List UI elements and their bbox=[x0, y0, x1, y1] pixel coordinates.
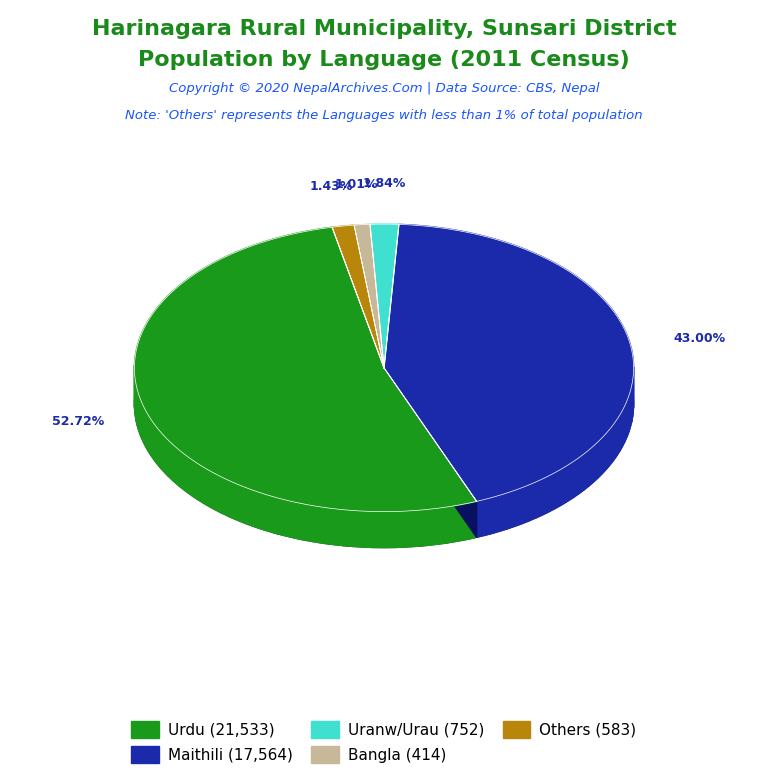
Polygon shape bbox=[238, 485, 247, 524]
Polygon shape bbox=[515, 488, 522, 526]
Polygon shape bbox=[594, 442, 598, 482]
Polygon shape bbox=[247, 488, 255, 527]
Polygon shape bbox=[542, 475, 549, 515]
Polygon shape bbox=[186, 455, 192, 495]
Polygon shape bbox=[549, 472, 555, 511]
Polygon shape bbox=[447, 505, 457, 543]
Polygon shape bbox=[139, 395, 141, 437]
Polygon shape bbox=[610, 425, 614, 465]
Polygon shape bbox=[333, 508, 343, 545]
Polygon shape bbox=[179, 450, 186, 491]
Polygon shape bbox=[529, 482, 536, 521]
Polygon shape bbox=[589, 446, 594, 486]
Polygon shape bbox=[492, 495, 500, 533]
Text: Population by Language (2011 Census): Population by Language (2011 Census) bbox=[138, 50, 630, 70]
Polygon shape bbox=[568, 462, 573, 502]
Polygon shape bbox=[174, 445, 179, 486]
Polygon shape bbox=[273, 497, 283, 535]
Polygon shape bbox=[561, 465, 568, 505]
Polygon shape bbox=[163, 435, 168, 476]
Polygon shape bbox=[406, 511, 416, 547]
Polygon shape bbox=[614, 420, 617, 460]
Polygon shape bbox=[293, 502, 303, 540]
Polygon shape bbox=[617, 415, 620, 455]
Polygon shape bbox=[374, 511, 385, 548]
Polygon shape bbox=[364, 511, 374, 548]
Polygon shape bbox=[416, 509, 426, 546]
Polygon shape bbox=[622, 406, 624, 446]
Polygon shape bbox=[199, 465, 206, 505]
Polygon shape bbox=[602, 433, 606, 474]
Polygon shape bbox=[158, 429, 163, 471]
Text: 1.01%: 1.01% bbox=[334, 178, 378, 191]
Polygon shape bbox=[313, 505, 323, 543]
Polygon shape bbox=[144, 407, 147, 449]
Polygon shape bbox=[384, 368, 477, 538]
Ellipse shape bbox=[134, 260, 634, 548]
Polygon shape bbox=[137, 389, 139, 431]
Polygon shape bbox=[384, 224, 634, 502]
Polygon shape bbox=[384, 368, 477, 538]
Polygon shape bbox=[396, 511, 406, 548]
Polygon shape bbox=[598, 438, 602, 478]
Polygon shape bbox=[370, 224, 399, 368]
Polygon shape bbox=[508, 490, 515, 529]
Polygon shape bbox=[283, 499, 293, 538]
Polygon shape bbox=[141, 401, 144, 442]
Polygon shape bbox=[631, 382, 632, 422]
Polygon shape bbox=[457, 504, 467, 541]
Text: Harinagara Rural Municipality, Sunsari District: Harinagara Rural Municipality, Sunsari D… bbox=[91, 19, 677, 39]
Text: 1.84%: 1.84% bbox=[362, 177, 406, 190]
Polygon shape bbox=[343, 510, 353, 547]
Text: 1.43%: 1.43% bbox=[310, 180, 353, 193]
Polygon shape bbox=[627, 396, 629, 437]
Legend: Urdu (21,533), Maithili (17,564), Uranw/Urau (752), Bangla (414), Others (583): Urdu (21,533), Maithili (17,564), Uranw/… bbox=[125, 714, 643, 768]
Polygon shape bbox=[192, 460, 199, 500]
Polygon shape bbox=[573, 458, 578, 498]
Polygon shape bbox=[332, 225, 384, 368]
Polygon shape bbox=[620, 411, 622, 451]
Polygon shape bbox=[485, 498, 492, 535]
Polygon shape bbox=[214, 473, 221, 513]
Polygon shape bbox=[303, 504, 313, 541]
Polygon shape bbox=[385, 511, 396, 548]
Polygon shape bbox=[624, 401, 627, 442]
Polygon shape bbox=[323, 507, 333, 545]
Polygon shape bbox=[230, 481, 238, 520]
Polygon shape bbox=[353, 511, 364, 547]
Polygon shape bbox=[629, 392, 631, 432]
Polygon shape bbox=[168, 440, 174, 481]
Polygon shape bbox=[151, 419, 154, 460]
Polygon shape bbox=[135, 377, 136, 419]
Polygon shape bbox=[584, 450, 589, 490]
Polygon shape bbox=[467, 502, 477, 539]
Polygon shape bbox=[154, 424, 158, 465]
Polygon shape bbox=[477, 499, 485, 538]
Polygon shape bbox=[437, 507, 447, 545]
Text: 52.72%: 52.72% bbox=[52, 415, 104, 428]
Polygon shape bbox=[136, 383, 137, 425]
Polygon shape bbox=[555, 469, 561, 508]
Polygon shape bbox=[147, 412, 151, 454]
Polygon shape bbox=[606, 429, 610, 469]
Polygon shape bbox=[522, 485, 529, 524]
Polygon shape bbox=[500, 493, 508, 531]
Polygon shape bbox=[134, 227, 477, 511]
Text: 43.00%: 43.00% bbox=[674, 332, 726, 345]
Polygon shape bbox=[221, 477, 230, 517]
Polygon shape bbox=[255, 491, 264, 530]
Polygon shape bbox=[426, 508, 437, 545]
Text: Copyright © 2020 NepalArchives.Com | Data Source: CBS, Nepal: Copyright © 2020 NepalArchives.Com | Dat… bbox=[169, 82, 599, 95]
Polygon shape bbox=[536, 479, 542, 518]
Polygon shape bbox=[264, 494, 273, 533]
Polygon shape bbox=[578, 454, 584, 494]
Polygon shape bbox=[354, 224, 384, 368]
Polygon shape bbox=[206, 468, 214, 509]
Text: Note: 'Others' represents the Languages with less than 1% of total population: Note: 'Others' represents the Languages … bbox=[125, 109, 643, 122]
